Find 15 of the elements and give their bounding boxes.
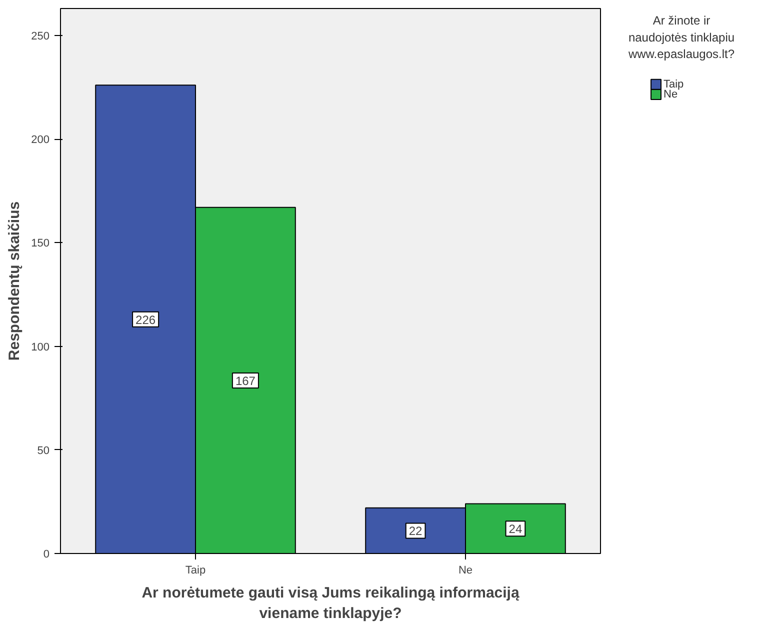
y-tick-label: 0 [43,548,50,560]
y-tick-label: 200 [31,134,50,146]
legend-label: Ne [664,88,678,101]
y-tick-label: 100 [31,341,50,354]
data-label: 22 [408,524,423,538]
data-label: 24 [508,522,522,536]
y-tick-label: 50 [37,444,50,457]
data-label: 167 [235,374,256,388]
y-tick-label: 250 [31,30,50,42]
y-axis-title: Respondentų skaičius [6,201,24,361]
data-label: 226 [136,312,156,327]
x-axis-title: Ar norėtumete gauti visą Jums reikalingą informaciją viename tinklapyje? [142,584,520,622]
legend-title: Ar žinote ir naudojotės tinklapiu www.epaslaugos.lt? [627,14,735,62]
legend-label: Taip [664,78,684,90]
y-tick-label: 150 [31,238,50,250]
